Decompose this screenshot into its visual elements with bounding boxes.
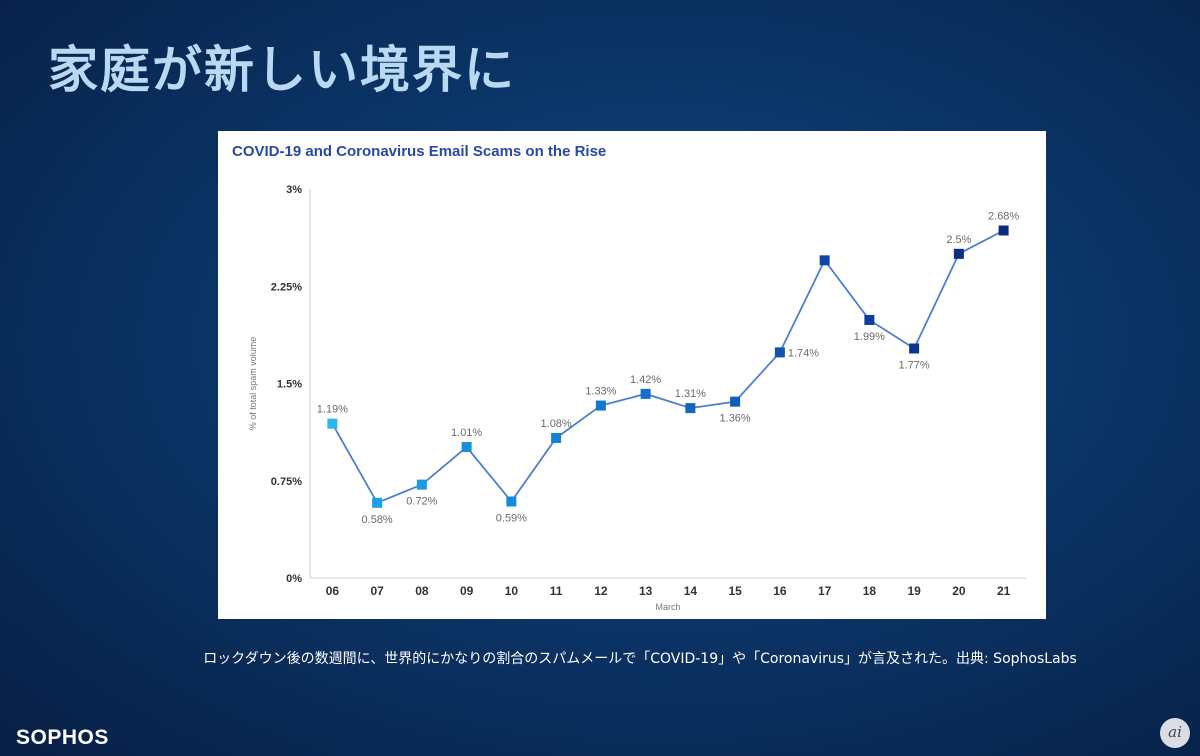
data-point-marker [730, 396, 741, 407]
x-tick-label: 21 [997, 584, 1011, 598]
data-label: 1.31% [675, 388, 706, 400]
x-tick-label: 15 [728, 584, 742, 598]
x-tick-label: 14 [684, 584, 698, 598]
data-label: 1.42% [630, 374, 661, 386]
x-tick-label: 10 [505, 584, 519, 598]
data-point-marker [506, 496, 517, 507]
y-tick-label: 1.5% [277, 379, 302, 391]
data-label: 1.08% [541, 418, 572, 430]
data-point-marker [909, 343, 920, 354]
x-tick-label: 18 [863, 584, 877, 598]
data-label: 1.99% [854, 331, 885, 343]
data-series: 1.19% 0.58% 0.72% 1.01% 0.59% 1.08% 1.33% 1.42%… [317, 210, 1020, 525]
data-point-marker [998, 225, 1009, 236]
data-point-marker [953, 248, 964, 259]
data-label: 0.59% [496, 512, 527, 524]
series-line [331, 229, 1005, 504]
data-label: 0.58% [362, 514, 393, 526]
data-label: 1.36% [720, 413, 751, 425]
data-point-marker [461, 442, 472, 453]
x-tick-label: 07 [370, 584, 384, 598]
y-tick-label: 3% [286, 184, 302, 196]
y-tick-label: 0.75% [271, 476, 302, 488]
data-point-marker [595, 400, 606, 411]
ai-watermark-icon: ai [1160, 718, 1190, 748]
line-chart: 0% 0.75% 1.5% 2.25% 3% 06 07 08 09 10 11 12 13 14 15 1… [248, 184, 1026, 612]
data-label: 2.68% [988, 210, 1019, 222]
x-axis: 06 07 08 09 10 11 12 13 14 15 16 17 18 19 20 21 [310, 577, 1026, 598]
data-point-marker [416, 479, 427, 490]
data-label: 2.5% [946, 234, 971, 246]
x-axis-title: March [655, 602, 680, 612]
y-tick-label: 0% [286, 573, 302, 585]
data-label: 1.19% [317, 404, 348, 416]
data-label: 1.33% [585, 386, 616, 398]
slide-caption: ロックダウン後の数週間に、世界的にかなりの割合のスパムメールで「COVID-19… [203, 651, 1077, 667]
data-point-marker [372, 497, 383, 508]
x-tick-label: 19 [907, 584, 921, 598]
x-tick-label: 08 [415, 584, 429, 598]
x-tick-label: 11 [550, 584, 563, 598]
data-point-marker [640, 388, 651, 399]
data-point-marker [819, 255, 830, 266]
y-tick-label: 2.25% [271, 281, 302, 293]
x-tick-label: 16 [773, 584, 787, 598]
data-label: 1.77% [899, 359, 930, 371]
x-tick-label: 17 [818, 584, 832, 598]
data-label: 1.01% [451, 427, 482, 439]
data-label: 1.74% [788, 347, 819, 359]
data-point-marker [685, 403, 696, 414]
x-tick-label: 20 [952, 584, 966, 598]
data-point-marker [864, 314, 875, 325]
data-label: 0.72% [406, 496, 437, 508]
chart-card: COVID-19 and Coronavirus Email Scams on … [218, 131, 1046, 619]
x-tick-label: 12 [594, 584, 608, 598]
x-tick-label: 13 [639, 584, 653, 598]
x-tick-label: 09 [460, 584, 474, 598]
slide-title: 家庭が新しい境界に [48, 41, 516, 99]
data-point-marker [774, 347, 785, 358]
y-axis: 0% 0.75% 1.5% 2.25% 3% [271, 184, 311, 585]
x-tick-label: 06 [326, 584, 340, 598]
data-point-marker [551, 432, 562, 443]
chart-title: COVID-19 and Coronavirus Email Scams on … [232, 143, 607, 160]
data-point-marker [327, 418, 338, 429]
sophos-logo: SOPHOS [16, 726, 109, 749]
y-axis-title: % of total spam volume [248, 337, 258, 431]
